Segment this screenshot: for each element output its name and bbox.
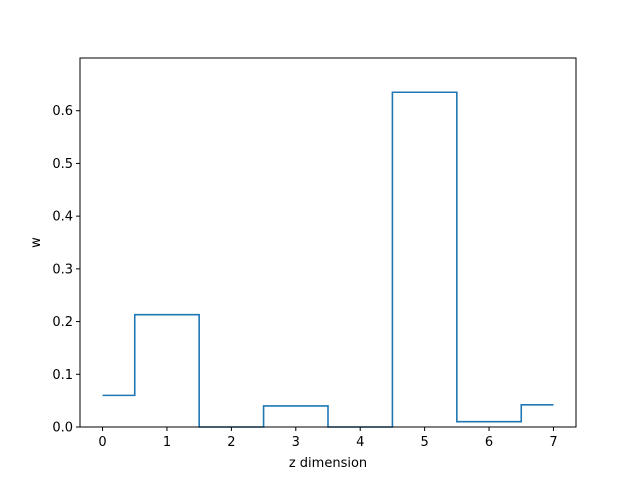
series-line (102, 91, 554, 428)
x-tick-label: 6 (485, 435, 493, 450)
y-tick-label: 0.2 (52, 315, 73, 330)
y-tick-label: 0.6 (52, 104, 73, 119)
x-tick-label: 0 (98, 435, 106, 450)
y-axis-label: w (29, 237, 44, 248)
y-tick-label: 0.5 (52, 157, 73, 172)
x-axis-ticks: 0 1 2 3 4 5 6 7 (98, 427, 558, 450)
x-tick-label: 1 (163, 435, 171, 450)
y-axis-ticks: 0.0 0.1 0.2 0.3 0.4 0.5 0.6 (52, 104, 80, 436)
y-tick-label: 0.4 (52, 210, 73, 225)
axes-frame (79, 57, 577, 428)
x-tick-label: 3 (292, 435, 300, 450)
x-tick-label: 4 (356, 435, 364, 450)
plot-area (102, 91, 554, 428)
y-tick-label: 0.0 (52, 421, 73, 436)
x-tick-label: 7 (549, 435, 557, 450)
y-tick-label: 0.3 (52, 262, 73, 277)
y-tick-label: 0.1 (52, 368, 73, 383)
x-axis-label: z dimension (289, 456, 367, 471)
x-tick-label: 5 (420, 435, 428, 450)
x-tick-label: 2 (227, 435, 235, 450)
